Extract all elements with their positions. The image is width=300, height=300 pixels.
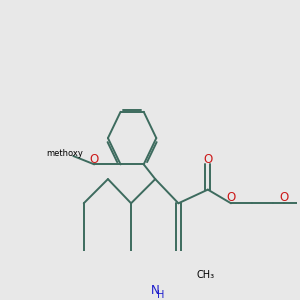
Text: O: O (90, 153, 99, 166)
Text: O: O (226, 191, 236, 205)
Text: CH₃: CH₃ (196, 270, 214, 280)
Text: methoxy: methoxy (46, 148, 83, 158)
Text: O: O (279, 191, 288, 205)
Text: O: O (203, 154, 212, 166)
Text: H: H (157, 290, 164, 300)
Text: N: N (151, 284, 160, 297)
